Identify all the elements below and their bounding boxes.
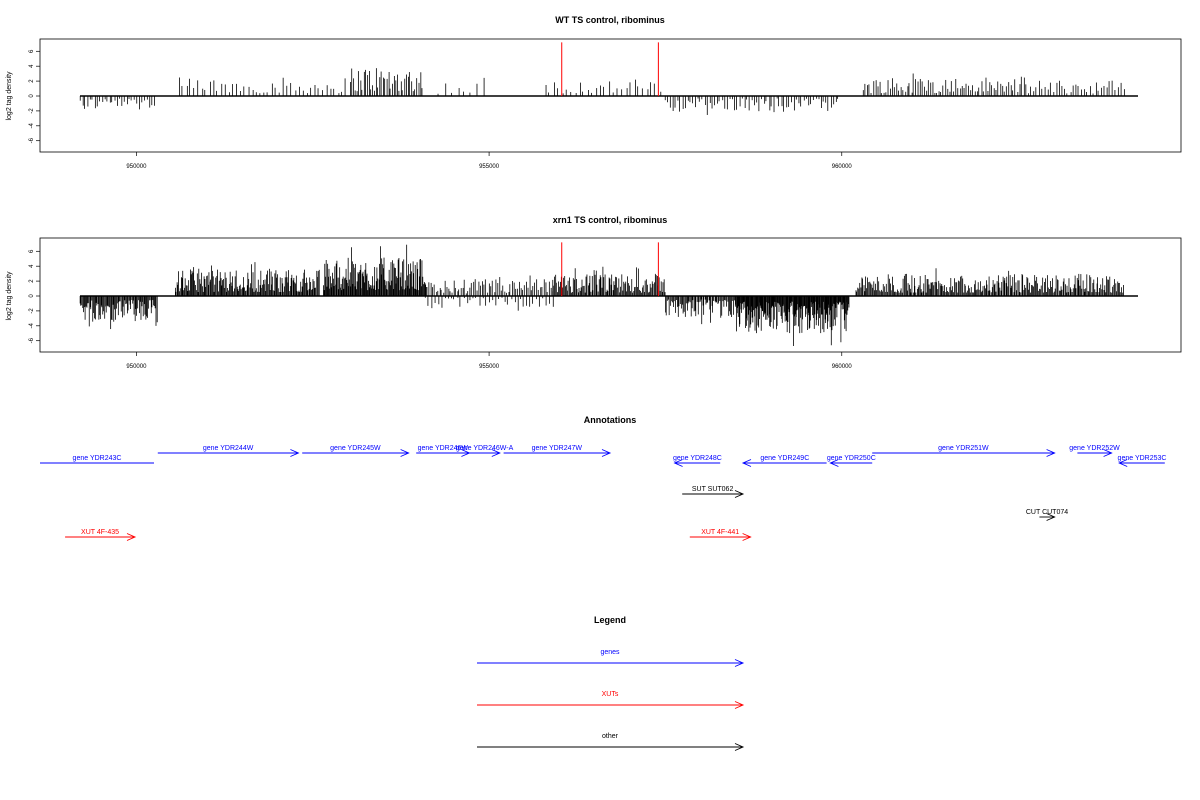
y-tick-label: 0 [29,294,35,298]
y-tick-label: 0 [29,94,35,98]
feature-label: CUT CUT074 [1026,509,1068,516]
y-tick-label: 2 [29,79,35,83]
feature-label: XUT 4F-441 [701,529,739,536]
legend-items: genes XUTs other [477,649,745,751]
xrn1-y-ticks: 6 4 2 0 -2 -4 -6 [29,249,40,343]
feature-label: XUT 4F-435 [81,529,119,536]
xrn1-panel-title: xrn1 TS control, ribominus [553,215,668,225]
wt-coverage-panel: WT TS control, ribominus log2 tag densit… [6,15,1182,170]
feature-label: gene YDR243C [73,455,122,462]
feature-arrow [673,459,721,467]
y-tick-label: 6 [29,49,35,53]
feature-label: gene YDR246W [418,445,469,452]
legend-arrow [477,743,745,751]
x-tick-label: 960000 [832,364,853,370]
feature-label: gene YDR246W-A [456,445,514,452]
wt-y-ticks: 6 4 2 0 -2 -4 -6 [29,49,40,143]
feature-label: SUT SUT062 [692,486,734,493]
xrn1-coverage-bars [79,244,1124,347]
feature-arrow [65,533,137,541]
wt-panel-title: WT TS control, ribominus [555,15,665,25]
wt-markers [561,42,659,96]
feature-arrow [157,449,300,457]
y-tick-label: 6 [29,249,35,253]
feature-arrow [741,459,827,467]
y-tick-label: -6 [29,337,35,343]
xrn1-coverage-panel: xrn1 TS control, ribominus log2 tag dens… [6,215,1182,370]
feature-label: gene YDR249C [760,455,809,462]
feature-label: gene YDR248C [673,455,722,462]
annotations-title: Annotations [584,415,637,425]
feature-arrow [1077,449,1113,457]
feature-arrow [1118,459,1165,467]
wt-coverage-bars [79,68,1125,115]
y-tick-label: -4 [29,322,35,328]
legend-arrow [477,701,745,709]
feature-label: gene YDR251W [938,445,989,452]
y-tick-label: 4 [29,264,35,268]
legend-label: genes [600,649,620,656]
feature-arrow [689,533,752,541]
wt-plot-frame [39,38,1182,153]
y-tick-label: 4 [29,64,35,68]
x-tick-label: 955000 [479,364,500,370]
feature-label: gene YDR245W [330,445,381,452]
xrn1-markers [561,242,659,296]
feature-arrow [302,449,410,457]
feature-arrow [829,459,873,467]
x-tick-label: 955000 [479,164,500,170]
feature-label: gene YDR250C [827,455,876,462]
feature-arrow [503,449,612,457]
legend: Legend genes XUTs other [477,615,745,751]
feature-arrows: gene YDR243C gene YDR244W gene YDR245W gene… [40,445,1166,541]
legend-label: XUTs [602,691,619,698]
xrn1-plot-frame [39,237,1182,353]
y-tick-label: 2 [29,279,35,283]
feature-arrow [1039,513,1056,521]
y-tick-label: -2 [29,108,35,114]
x-tick-label: 950000 [126,364,147,370]
feature-label: gene YDR244W [203,445,254,452]
feature-arrow [872,449,1056,457]
feature-arrow [682,490,745,498]
xrn1-x-ticks: 950000 955000 960000 [126,352,852,370]
feature-label: gene YDR247W [532,445,583,452]
wt-y-axis-label: log2 tag density [6,71,13,121]
xrn1-y-axis-label: log2 tag density [6,271,13,321]
y-tick-label: -4 [29,122,35,128]
feature-label: gene YDR253C [1118,455,1167,462]
wt-x-ticks: 950000 955000 960000 [126,152,852,170]
y-tick-label: -6 [29,137,35,143]
x-tick-label: 950000 [126,164,147,170]
legend-title: Legend [594,615,626,625]
x-tick-label: 960000 [832,164,853,170]
feature-arrow [469,449,501,457]
y-tick-label: -2 [29,308,35,314]
legend-label: other [602,733,619,740]
feature-label: gene YDR252W [1069,445,1120,452]
legend-arrow [477,659,745,667]
